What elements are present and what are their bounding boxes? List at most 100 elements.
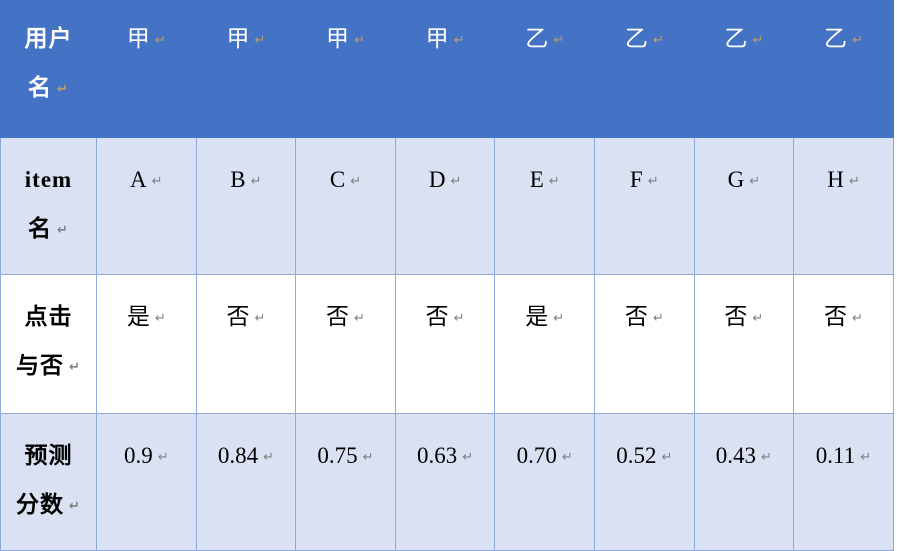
paragraph-mark-icon: ↵ [450,173,462,189]
table-row-username: 用户 名 ↵ 甲 ↵ 甲 ↵ 甲 ↵ 甲 ↵ 乙 ↵ 乙 ↵ 乙 ↵ 乙 ↵ [0,0,894,138]
label-line-2-text: 名 [28,75,53,100]
paragraph-mark-icon: ↵ [462,449,474,465]
label-line-2-text: 名 [28,216,53,241]
table-cell: E ↵ [494,137,595,275]
row-header-label-itemname: item 名 ↵ [0,137,97,275]
label-line-1: item [24,167,73,192]
paragraph-mark-icon: ↵ [254,32,266,48]
table-cell: 0.9 ↵ [96,413,197,551]
label-line-2-text: 分数 [16,492,65,517]
label-line-1: 点击 [24,304,73,329]
table-cell: G ↵ [693,137,795,275]
paragraph-mark-icon: ↵ [453,310,465,326]
paragraph-mark-icon: ↵ [860,449,872,465]
paragraph-mark-icon: ↵ [553,32,565,48]
table-cell: 0.43 ↵ [693,413,795,551]
cell-text: 否 [326,304,350,329]
table-cell: 乙 ↵ [593,0,695,138]
table-cell: 甲 ↵ [295,0,396,138]
cell-text: 乙 [525,26,549,51]
cell-text: 否 [824,304,847,329]
paragraph-mark-icon: ↵ [852,310,863,326]
paragraph-mark-icon: ↵ [761,449,772,465]
paragraph-mark-icon: ↵ [362,449,374,465]
table-cell: 否 ↵ [295,274,396,414]
cell-text: 甲 [326,26,350,51]
cell-text: 是 [525,304,549,329]
paragraph-mark-icon: ↵ [263,449,274,465]
paragraph-mark-icon: ↵ [350,173,362,189]
cell-text: 0.84 [217,443,259,468]
table-cell: 0.63 ↵ [394,413,496,551]
paragraph-mark-icon: ↵ [561,449,573,465]
cell-text: B [230,167,246,192]
cell-text: 0.9 [123,443,153,468]
cell-text: 是 [126,304,150,329]
table-cell: 否 ↵ [394,274,496,414]
paragraph-mark-icon: ↵ [453,32,465,48]
cell-text: 乙 [724,26,748,51]
cell-text: 0.52 [616,443,657,468]
cell-text: H [827,167,844,192]
table-cell: 0.11 ↵ [793,413,894,551]
cell-text: 否 [624,304,648,329]
table-cell: 否 ↵ [593,274,695,414]
paragraph-mark-icon: ↵ [151,173,163,189]
label-line-2: 名 ↵ [5,76,92,99]
cell-text: 乙 [624,26,648,51]
paragraph-mark-icon: ↵ [652,310,664,326]
cell-text: 甲 [425,26,449,51]
cell-text: 0.70 [516,443,557,468]
paragraph-mark-icon: ↵ [752,32,764,48]
table-cell: 否 ↵ [793,274,894,414]
cell-text: 否 [226,304,250,329]
cell-text: 0.43 [715,443,757,468]
label-line-1: 用户 [24,26,73,51]
cell-text: 甲 [226,26,250,51]
table-cell: B ↵ [195,137,297,275]
paragraph-mark-icon: ↵ [661,449,673,465]
table-cell: 0.84 ↵ [195,413,297,551]
cell-text: 否 [724,304,748,329]
row-header-label-clicked: 点击 与否 ↵ [0,274,97,414]
paragraph-mark-icon: ↵ [154,32,166,48]
table-cell: 乙 ↵ [693,0,795,138]
paragraph-mark-icon: ↵ [553,310,565,326]
table-cell: 乙 ↵ [793,0,894,138]
paragraph-mark-icon: ↵ [354,32,365,48]
table-cell: 否 ↵ [693,274,795,414]
label-line-2: 分数 ↵ [5,493,92,516]
paragraph-mark-icon: ↵ [749,173,761,189]
table-row-predicted-score: 预测 分数 ↵ 0.9 ↵ 0.84 ↵ 0.75 ↵ 0.63 ↵ 0.70 ↵ 0.52… [0,413,894,551]
label-line-2: 名 ↵ [5,217,92,240]
paragraph-mark-icon: ↵ [69,359,81,375]
table-cell: 乙 ↵ [494,0,595,138]
cell-text: 甲 [126,26,150,51]
paragraph-mark-icon: ↵ [69,498,81,514]
label-line-2: 与否 ↵ [5,354,92,377]
table-cell: D ↵ [394,137,496,275]
paragraph-mark-icon: ↵ [354,310,365,326]
cell-text: D [428,167,446,192]
cell-text: E [529,167,544,192]
table-cell: 0.52 ↵ [593,413,695,551]
cell-text: A [130,167,147,192]
paragraph-mark-icon: ↵ [154,310,166,326]
label-line-2-text: 与否 [16,353,65,378]
table-row-itemname: item 名 ↵ A ↵ B ↵ C ↵ D ↵ E ↵ F ↵ G ↵ H ↵ [0,137,894,275]
cell-text: F [629,167,643,192]
cell-text: G [727,167,745,192]
paragraph-mark-icon: ↵ [254,310,266,326]
cell-text: C [329,167,346,192]
paragraph-mark-icon: ↵ [250,173,262,189]
table-cell: 否 ↵ [195,274,297,414]
table-cell: 甲 ↵ [394,0,496,138]
cell-text: 0.11 [815,443,856,468]
paragraph-mark-icon: ↵ [57,222,69,238]
cell-text: 否 [425,304,449,329]
table-cell: 0.75 ↵ [295,413,396,551]
table-cell: 甲 ↵ [96,0,197,138]
